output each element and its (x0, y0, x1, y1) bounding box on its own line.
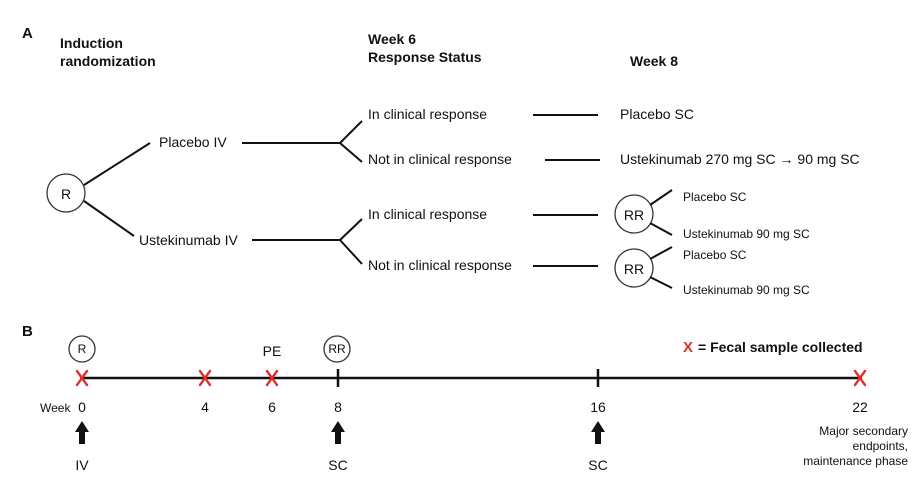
rr1-branch-down (649, 222, 673, 236)
placebo-fork-up (339, 120, 363, 144)
endpoint-line-3: maintenance phase (803, 454, 908, 468)
dose-arrow-week-8 (331, 421, 345, 444)
placebo-in-response: In clinical response (368, 106, 487, 122)
dose-label-iv: IV (75, 457, 89, 473)
tick-label-8: 8 (334, 399, 342, 415)
endpoint-line-1: Major secondary (819, 424, 908, 438)
timeline-rr-label: RR (328, 342, 346, 356)
tick-label-0: 0 (78, 399, 86, 415)
fecal-sample-mark-week-0 (75, 369, 89, 387)
endpoint-line-2: endpoints, (853, 439, 908, 453)
dose-label-sc-8: SC (328, 457, 347, 473)
timeline-r-circle (68, 335, 96, 363)
arm-ustekinumab-iv: Ustekinumab IV (139, 232, 238, 248)
panel-b-label: B (22, 323, 33, 340)
branch-to-ustek (83, 200, 135, 237)
dose-arrow-week-0 (75, 421, 89, 444)
timeline-r-label: R (78, 342, 87, 356)
rerandomization-circle-1 (614, 194, 654, 234)
ustek-not-response: Not in clinical response (368, 257, 512, 273)
dose-label-sc-16: SC (588, 457, 607, 473)
rerandomization-label-1: RR (624, 207, 644, 223)
ustek-fork-down (339, 239, 363, 265)
placebo-not-response: Not in clinical response (368, 151, 512, 167)
dose-arrow-week-16 (591, 421, 605, 444)
randomization-label: R (61, 186, 71, 202)
ustek-in-response: In clinical response (368, 206, 487, 222)
rr2-placebo-sc: Placebo SC (683, 248, 747, 262)
placebo-fork-down (339, 142, 363, 163)
outcome-placebo-sc: Placebo SC (620, 106, 694, 122)
week-axis-label: Week (40, 401, 71, 415)
header-randomization: randomization (60, 53, 156, 69)
timeline-pe-label: PE (263, 343, 282, 359)
outcome-ustek-induction: Ustekinumab 270 mg SC → 90 mg SC (620, 151, 860, 167)
tick-label-6: 6 (268, 399, 276, 415)
header-week6: Week 6 (368, 31, 416, 47)
tick-label-16: 16 (590, 399, 606, 415)
rr2-ustek-90: Ustekinumab 90 mg SC (683, 283, 810, 297)
header-response-status: Response Status (368, 49, 482, 65)
branch-to-placebo (83, 142, 151, 186)
tick-label-22: 22 (852, 399, 868, 415)
fecal-sample-mark-week-22 (853, 369, 867, 387)
fecal-sample-mark-week-4 (198, 369, 212, 387)
timeline-rr-circle (323, 335, 351, 363)
header-induction: Induction (60, 35, 123, 51)
fecal-sample-mark-week-6 (265, 369, 279, 387)
legend-mark: X (683, 339, 693, 356)
rr1-branch-up (649, 189, 673, 206)
header-week8: Week 8 (630, 53, 678, 69)
rr2-branch-down (649, 276, 673, 289)
legend-text: = Fecal sample collected (698, 339, 863, 355)
rerandomization-circle-2 (614, 248, 654, 288)
ustek-fork-up (339, 218, 363, 241)
rr2-branch-up (649, 246, 673, 260)
rerandomization-label-2: RR (624, 261, 644, 277)
rr1-ustek-90: Ustekinumab 90 mg SC (683, 227, 810, 241)
arm-placebo-iv: Placebo IV (159, 134, 227, 150)
panel-a-label: A (22, 25, 33, 42)
tick-label-4: 4 (201, 399, 209, 415)
rr1-placebo-sc: Placebo SC (683, 190, 747, 204)
randomization-circle (46, 173, 86, 213)
